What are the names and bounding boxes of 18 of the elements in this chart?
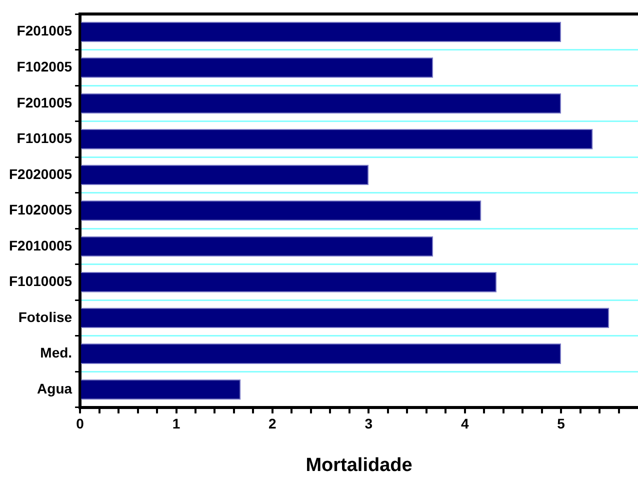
y-tick-label: F1020005 [8,202,72,218]
x-tick-label: 0 [76,416,84,432]
x-axis-title: Mortalidade [306,454,412,476]
y-tick-label: F102005 [16,58,72,75]
x-tick-label: 5 [557,416,566,432]
y-tick-label: Med. [40,344,72,361]
y-tick-label: Fotolise [18,308,72,325]
y-tick-label: Agua [37,380,72,396]
y-tick-label: F2020005 [8,166,72,182]
y-tick-label: F101005 [16,130,72,146]
x-tick-label: 4 [460,416,469,432]
y-tick-label: F201005 [16,22,72,39]
x-tick-label: 2 [268,416,277,432]
y-tick-label: F2010005 [8,237,72,254]
y-tick-label: F201005 [16,94,72,110]
x-tick-label: 1 [172,416,180,432]
y-tick-label: F1010005 [8,273,72,290]
x-tick-label: 3 [364,416,373,432]
